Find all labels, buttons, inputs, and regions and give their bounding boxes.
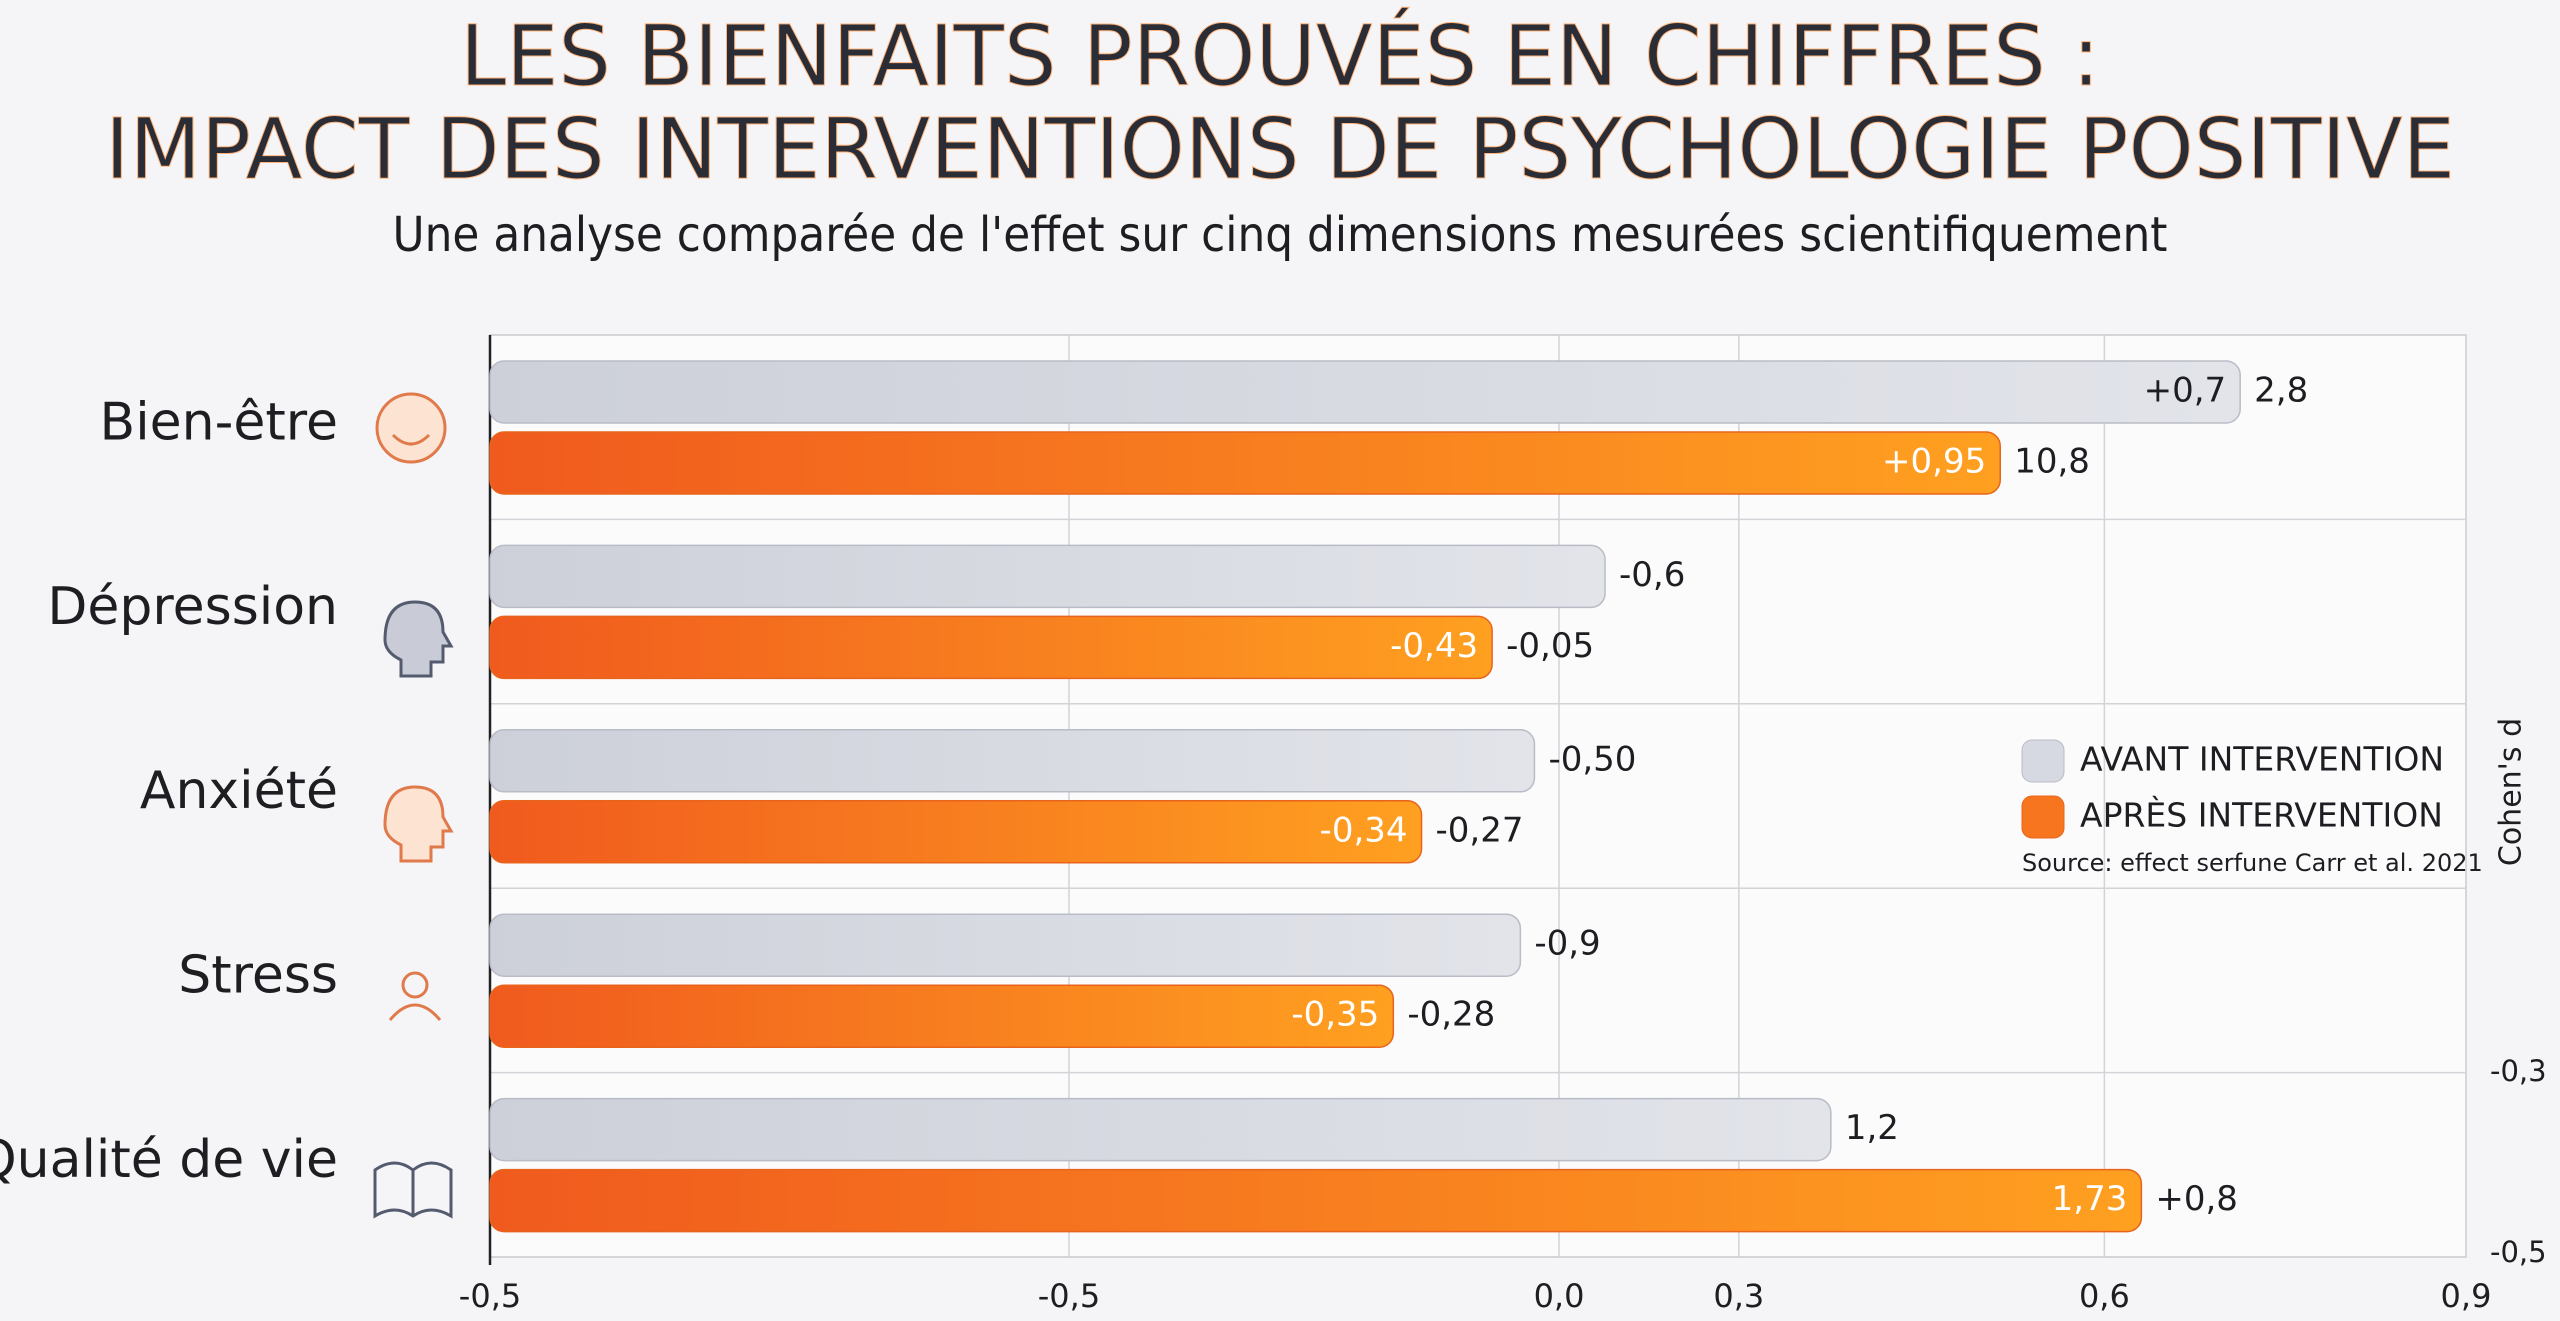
bar-inner-label: +0,95 <box>1882 442 1986 482</box>
legend-label: AVANT INTERVENTION <box>2080 740 2444 779</box>
x-tick-label: 0,0 <box>1534 1277 1585 1315</box>
bar-outer-label: 1,2 <box>1845 1108 1899 1148</box>
bar-inner-label: -0,43 <box>1390 626 1478 666</box>
bar-inner-label: 1,73 <box>2052 1179 2128 1219</box>
icon-book <box>373 1161 453 1219</box>
bar <box>489 1097 1832 1162</box>
bar <box>489 984 1395 1048</box>
bar <box>489 615 1493 680</box>
x-tick-label: -0,5 <box>1038 1277 1100 1315</box>
bar-inner-label: -0,35 <box>1291 995 1379 1035</box>
icon-smile <box>375 392 447 464</box>
icon-person <box>401 971 429 999</box>
bar <box>489 729 1536 793</box>
bar <box>489 431 2001 495</box>
bar-inner-label: +0,7 <box>2144 371 2227 411</box>
bar-outer-label: -0,05 <box>1506 626 1594 666</box>
icon-smile-mouth <box>391 433 431 446</box>
subtitle: Une analyse comparée de l'effet sur cinq… <box>393 207 2168 263</box>
bar <box>489 800 1423 864</box>
bar-outer-label: 2,8 <box>2254 371 2308 411</box>
bar-outer-label: +0,8 <box>2155 1179 2238 1219</box>
bar <box>489 1168 2143 1233</box>
right-tick-label: -0,5 <box>2490 1235 2547 1269</box>
bar-inner-label: -0,34 <box>1320 810 1408 850</box>
category-label: Anxiété <box>140 761 338 821</box>
bar-outer-label: -0,6 <box>1619 555 1685 595</box>
x-tick-label: -0,5 <box>459 1277 521 1315</box>
icon-head <box>383 600 454 678</box>
category-label: Dépression <box>47 577 338 637</box>
x-tick-label: 0,9 <box>2441 1277 2492 1315</box>
bar <box>489 360 2241 424</box>
bar-outer-label: -0,50 <box>1548 739 1636 779</box>
source-note: Source: effect serfune Carr et al. 2021 <box>2022 849 2483 877</box>
bar-outer-label: -0,28 <box>1407 995 1495 1035</box>
category-label: Stress <box>178 946 338 1006</box>
legend-label: APRÈS INTERVENTION <box>2080 795 2443 835</box>
legend-swatch <box>2021 739 2065 783</box>
bar <box>489 913 1522 977</box>
bar-outer-label: -0,9 <box>1534 924 1600 964</box>
title-line: IMPACT DES INTERVENTIONS DE PSYCHOLOGIE … <box>105 100 2455 198</box>
bar <box>489 544 1606 609</box>
icon-head <box>383 785 454 863</box>
x-tick-label: 0,6 <box>2079 1277 2130 1315</box>
icons <box>373 392 454 1219</box>
bar-outer-label: 10,8 <box>2014 442 2090 482</box>
category-label: Qualité de vie <box>0 1130 338 1190</box>
icon-person-body <box>388 1003 442 1021</box>
right-tick-label: -0,3 <box>2490 1054 2547 1088</box>
bar-outer-label: -0,27 <box>1436 810 1524 850</box>
category-label: Bien-être <box>100 392 338 452</box>
title-line: LES BIENFAITS PROUVÉS EN CHIFFRES : <box>460 7 2100 105</box>
x-tick-label: 0,3 <box>1713 1277 1764 1315</box>
right-axis-label: Cohen's d <box>2494 718 2529 866</box>
legend-swatch <box>2021 795 2065 839</box>
